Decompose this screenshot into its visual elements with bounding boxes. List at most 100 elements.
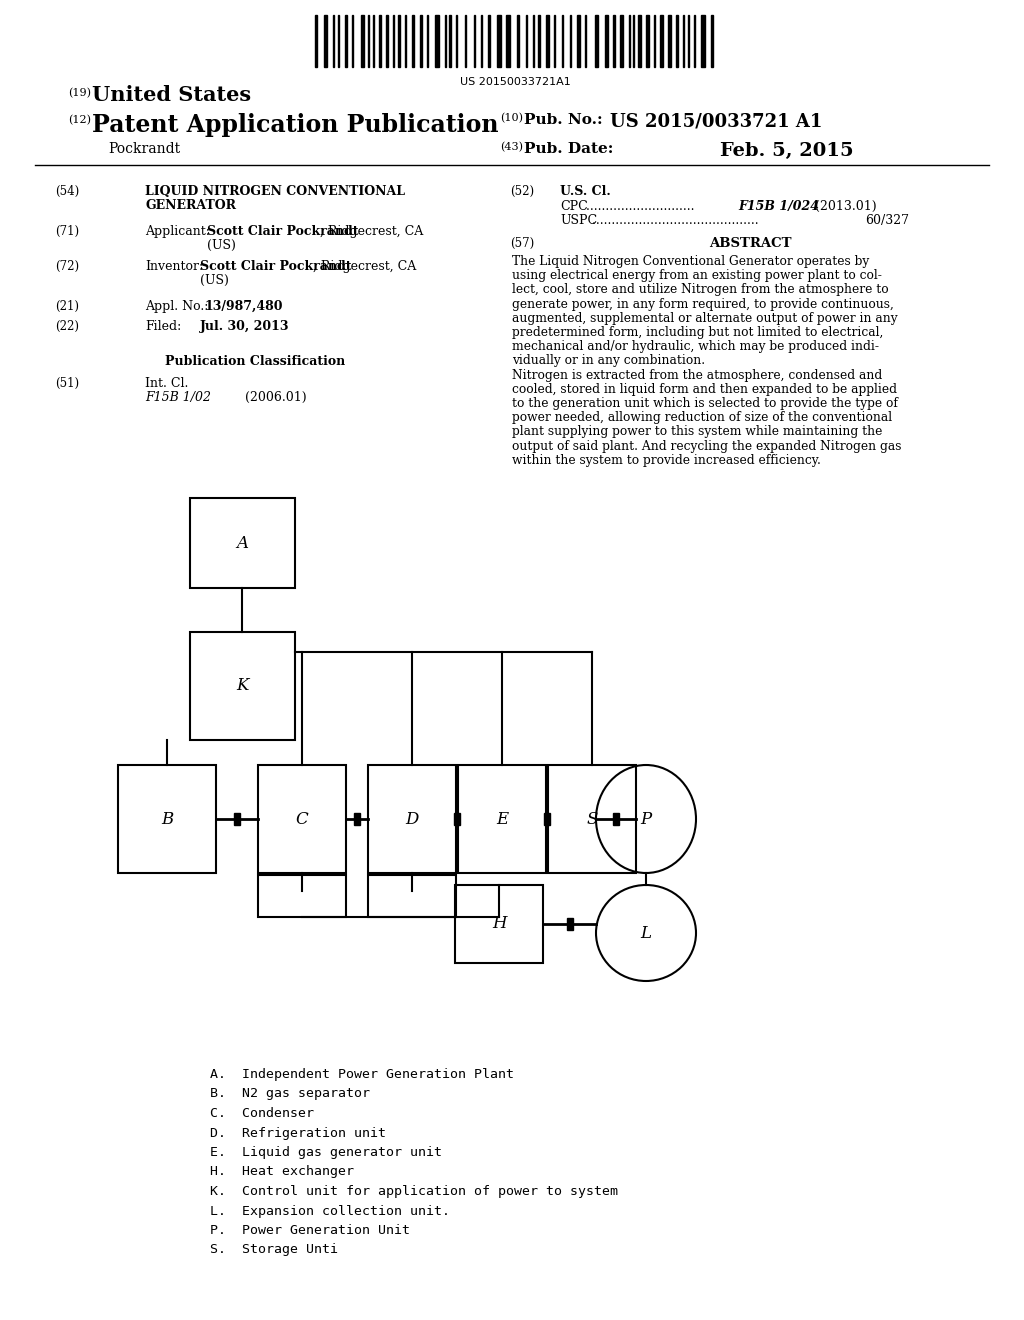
Text: (51): (51): [55, 378, 79, 389]
Text: F15B 1/02: F15B 1/02: [145, 391, 211, 404]
Text: (71): (71): [55, 224, 79, 238]
Text: US 20150033721A1: US 20150033721A1: [460, 77, 570, 87]
Text: Applicant:: Applicant:: [145, 224, 210, 238]
Bar: [595, 15, 598, 67]
Text: S: S: [587, 810, 598, 828]
Bar: [711, 15, 713, 67]
Text: P.  Power Generation Unit: P. Power Generation Unit: [210, 1224, 410, 1237]
Bar: [613, 15, 615, 67]
Text: H: H: [492, 916, 506, 932]
Text: plant supplying power to this system while maintaining the: plant supplying power to this system whi…: [512, 425, 883, 438]
Bar: [458, 766, 546, 873]
Text: D: D: [406, 810, 419, 828]
Text: Appl. No.:: Appl. No.:: [145, 300, 208, 313]
Text: 60/327: 60/327: [865, 214, 909, 227]
Text: within the system to provide increased efficiency.: within the system to provide increased e…: [512, 454, 821, 467]
Bar: [354, 813, 360, 825]
Text: generate power, in any form required, to provide continuous,: generate power, in any form required, to…: [512, 297, 894, 310]
Text: Patent Application Publication: Patent Application Publication: [92, 114, 499, 137]
Text: (US): (US): [200, 275, 229, 286]
Bar: [234, 813, 240, 825]
Text: augmented, supplemental or alternate output of power in any: augmented, supplemental or alternate out…: [512, 312, 898, 325]
Text: (57): (57): [510, 238, 535, 249]
Text: U.S. Cl.: U.S. Cl.: [560, 185, 610, 198]
Bar: [566, 917, 572, 931]
Text: USPC: USPC: [560, 214, 597, 227]
Bar: [190, 498, 295, 587]
Text: (52): (52): [510, 185, 535, 198]
Bar: [379, 15, 381, 67]
Bar: [605, 15, 608, 67]
Text: A: A: [237, 535, 249, 552]
Bar: [620, 15, 623, 67]
Text: A.  Independent Power Generation Plant: A. Independent Power Generation Plant: [210, 1068, 514, 1081]
Bar: [190, 632, 295, 741]
Text: B.  N2 gas separator: B. N2 gas separator: [210, 1088, 370, 1101]
Text: (10): (10): [500, 114, 523, 123]
Text: (21): (21): [55, 300, 79, 313]
Bar: [449, 15, 451, 67]
Bar: [455, 884, 543, 964]
Bar: [368, 766, 456, 873]
Text: 13/987,480: 13/987,480: [205, 300, 284, 313]
Text: Scott Clair Pockrandt: Scott Clair Pockrandt: [200, 260, 351, 273]
Text: , Ridgecrest, CA: , Ridgecrest, CA: [319, 224, 423, 238]
Bar: [660, 15, 663, 67]
Text: CPC: CPC: [560, 201, 588, 213]
Text: predetermined form, including but not limited to electrical,: predetermined form, including but not li…: [512, 326, 884, 339]
Text: E: E: [496, 810, 508, 828]
Text: Jul. 30, 2013: Jul. 30, 2013: [200, 319, 290, 333]
Text: , Ridgecrest, CA: , Ridgecrest, CA: [313, 260, 416, 273]
Bar: [544, 813, 550, 825]
Text: Int. Cl.: Int. Cl.: [145, 378, 188, 389]
Bar: [368, 875, 456, 917]
Text: to the generation unit which is selected to provide the type of: to the generation unit which is selected…: [512, 397, 898, 411]
Bar: [497, 15, 501, 67]
Bar: [517, 15, 519, 67]
Text: lect, cool, store and utilize Nitrogen from the atmosphere to: lect, cool, store and utilize Nitrogen f…: [512, 284, 889, 297]
Text: LIQUID NITROGEN CONVENTIONAL: LIQUID NITROGEN CONVENTIONAL: [145, 185, 406, 198]
Bar: [315, 15, 317, 67]
Bar: [548, 766, 636, 873]
Text: (43): (43): [500, 143, 523, 152]
Text: power needed, allowing reduction of size of the conventional: power needed, allowing reduction of size…: [512, 412, 892, 424]
Text: E.  Liquid gas generator unit: E. Liquid gas generator unit: [210, 1146, 442, 1159]
Text: The Liquid Nitrogen Conventional Generator operates by: The Liquid Nitrogen Conventional Generat…: [512, 255, 869, 268]
Text: Pub. Date:: Pub. Date:: [524, 143, 613, 156]
Text: Pub. No.:: Pub. No.:: [524, 114, 603, 127]
Bar: [386, 15, 388, 67]
Text: Nitrogen is extracted from the atmosphere, condensed and: Nitrogen is extracted from the atmospher…: [512, 368, 883, 381]
Text: L.  Expansion collection unit.: L. Expansion collection unit.: [210, 1204, 450, 1217]
Text: F15B 1/024: F15B 1/024: [738, 201, 819, 213]
Text: (12): (12): [68, 115, 91, 125]
Text: (72): (72): [55, 260, 79, 273]
Text: Scott Clair Pockrandt: Scott Clair Pockrandt: [207, 224, 358, 238]
Text: using electrical energy from an existing power plant to col-: using electrical energy from an existing…: [512, 269, 882, 282]
Text: GENERATOR: GENERATOR: [145, 199, 236, 213]
Bar: [506, 15, 510, 67]
Bar: [420, 15, 422, 67]
Bar: [258, 875, 346, 917]
Text: ...........................................: ........................................…: [588, 214, 763, 227]
Bar: [577, 15, 580, 67]
Text: C.  Condenser: C. Condenser: [210, 1107, 314, 1119]
Bar: [546, 15, 549, 67]
Text: Feb. 5, 2015: Feb. 5, 2015: [720, 143, 854, 160]
Text: P: P: [640, 810, 651, 828]
Bar: [361, 15, 364, 67]
Bar: [454, 813, 460, 825]
Text: cooled, stored in liquid form and then expanded to be applied: cooled, stored in liquid form and then e…: [512, 383, 897, 396]
Text: (2006.01): (2006.01): [245, 391, 306, 404]
Bar: [538, 15, 540, 67]
Text: C: C: [296, 810, 308, 828]
Text: K: K: [237, 677, 249, 694]
Bar: [118, 766, 216, 873]
Text: Inventor:: Inventor:: [145, 260, 203, 273]
Text: (54): (54): [55, 185, 79, 198]
Text: ABSTRACT: ABSTRACT: [709, 238, 792, 249]
Bar: [435, 15, 439, 67]
Bar: [324, 15, 327, 67]
Text: (22): (22): [55, 319, 79, 333]
Text: H.  Heat exchanger: H. Heat exchanger: [210, 1166, 354, 1179]
Bar: [638, 15, 641, 67]
